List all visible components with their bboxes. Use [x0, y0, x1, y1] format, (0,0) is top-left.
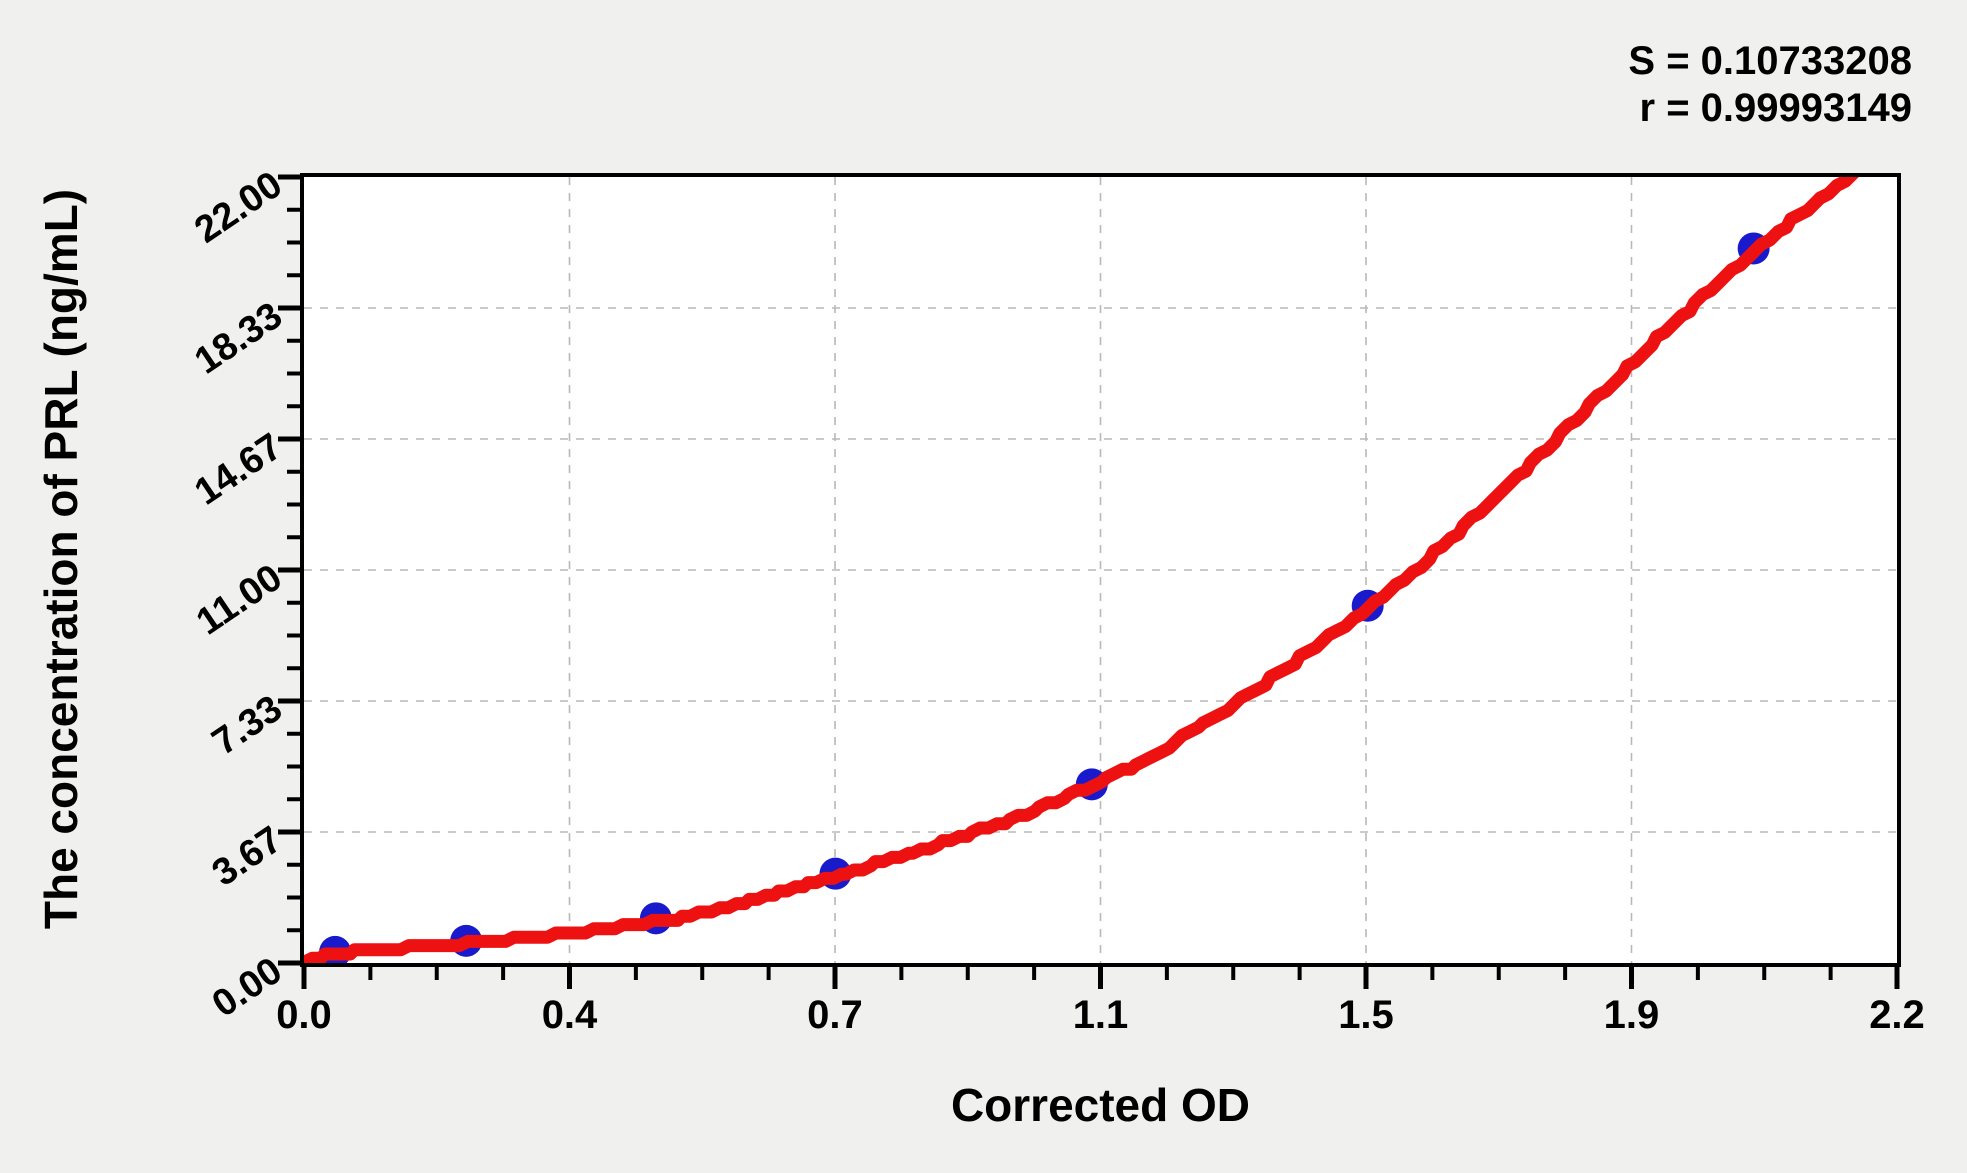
y-tick-label: 18.33 — [187, 294, 290, 383]
y-tick-label: 7.33 — [204, 687, 290, 764]
plot-area — [300, 173, 1901, 967]
x-tick-label: 1.9 — [1603, 993, 1660, 1037]
x-tick-label: 0.7 — [807, 993, 863, 1037]
x-tick-label: 2.2 — [1869, 993, 1925, 1037]
y-axis-title: The concentration of PRL (ng/mL) — [35, 188, 87, 930]
x-tick-label: 0.0 — [276, 993, 332, 1037]
fit-stat-s: S = 0.10733208 — [1628, 39, 1912, 83]
x-tick-label: 0.4 — [541, 993, 598, 1037]
fitted-curve — [304, 177, 1859, 963]
chart-graphics — [304, 177, 1897, 963]
y-tick-label: 3.67 — [204, 818, 290, 895]
x-tick-label: 1.1 — [1072, 993, 1129, 1037]
fit-stats: S = 0.10733208 r = 0.99993149 — [1628, 38, 1912, 132]
fit-stat-r: r = 0.99993149 — [1639, 86, 1912, 130]
y-tick-label: 22.00 — [187, 163, 290, 252]
y-tick-label: 11.00 — [189, 556, 290, 644]
x-tick-label: 1.5 — [1338, 993, 1394, 1037]
x-axis-title: Corrected OD — [950, 1079, 1251, 1131]
y-tick-label: 14.67 — [187, 425, 290, 514]
